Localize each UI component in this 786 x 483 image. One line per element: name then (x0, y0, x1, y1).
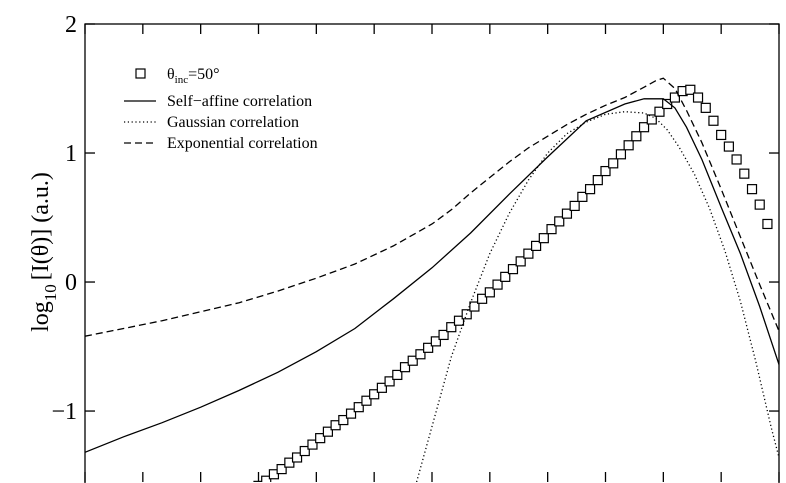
y-tick-label: −1 (51, 399, 77, 425)
data-point-marker (615, 149, 627, 160)
data-point-marker (307, 439, 318, 450)
y-axis-label: log10 [I(θ)] (a.u.) (28, 172, 60, 332)
data-point-marker (438, 329, 449, 341)
data-point-marker (538, 233, 549, 244)
data-point-marker (685, 84, 696, 95)
data-point-marker (700, 102, 711, 113)
data-point-marker (631, 131, 642, 142)
legend-label-data-sub: inc (175, 74, 189, 86)
data-point-marker (569, 200, 580, 212)
data-point-marker (731, 154, 742, 165)
y-tick-label: 0 (65, 270, 77, 296)
legend-marker-data (135, 68, 146, 79)
data-point-marker (507, 264, 519, 275)
data-point-marker (584, 184, 596, 195)
y-tick-label: 1 (65, 141, 77, 167)
data-point-marker (754, 199, 765, 210)
data-point-marker (423, 342, 434, 353)
data-point-marker (276, 463, 287, 475)
data-point-marker (453, 315, 465, 326)
series-exponential-line (85, 77, 779, 337)
data-point-marker (692, 92, 704, 103)
data-point-marker (384, 376, 395, 387)
legend-label-data-prefix: θ (167, 66, 175, 83)
data-point-marker (322, 426, 333, 437)
data-point-marker (739, 168, 750, 179)
data-point-marker (530, 240, 542, 252)
data-point-marker (261, 475, 272, 482)
data-point-marker (361, 395, 372, 406)
data-point-marker (523, 248, 534, 259)
data-point-marker (746, 184, 758, 195)
data-point-marker (284, 457, 295, 468)
data-point-marker (376, 382, 387, 393)
series-self_affine-line (85, 98, 779, 453)
series-group (85, 77, 779, 482)
data-point-marker (446, 322, 457, 333)
data-point-marker (623, 140, 634, 151)
data-point-marker (330, 420, 341, 431)
series-data (253, 84, 773, 482)
data-point-marker (561, 208, 573, 219)
data-point-marker (554, 216, 565, 227)
data-point-marker (654, 106, 665, 117)
data-point-marker (708, 115, 719, 126)
data-point-marker (353, 402, 364, 413)
data-point-marker (299, 445, 310, 457)
legend-label-self-affine: Self−affine correlation (167, 93, 312, 110)
y-axis-label-subscript: 10 (41, 284, 60, 301)
legend-label-exponential: Exponential correlation (167, 135, 318, 152)
data-point-marker (369, 389, 380, 400)
y-axis-label-prefix: log (28, 301, 54, 332)
y-axis-label-body: [I(θ)] (a.u.) (28, 172, 54, 280)
legend-label-gaussian: Gaussian correlation (167, 114, 299, 131)
data-point-marker (592, 175, 603, 186)
data-point-marker (268, 469, 280, 480)
y-tick-label: 2 (65, 12, 77, 38)
legend-label-data: θinc=50° (167, 66, 220, 86)
data-point-marker (315, 433, 326, 444)
data-point-marker (608, 158, 619, 169)
data-point-marker (500, 271, 511, 282)
data-point-marker (669, 92, 681, 103)
data-point-marker (723, 141, 734, 152)
data-point-marker (338, 414, 349, 426)
data-point-marker (399, 362, 411, 373)
data-point-marker (415, 349, 426, 360)
data-point-marker (392, 369, 403, 381)
data-point-marker (492, 279, 503, 290)
y-tick-labels: 2 1 0 −1 (51, 12, 77, 425)
data-point-marker (477, 293, 488, 304)
axis-ticks (84, 23, 780, 482)
data-point-marker (430, 336, 441, 347)
data-point-marker (345, 408, 357, 419)
data-point-marker (515, 256, 526, 267)
series-gaussian-line (415, 111, 779, 482)
legend: θinc=50° Self−affine correlation Gaussia… (124, 66, 318, 152)
data-point-marker (291, 452, 303, 463)
data-point-marker (577, 191, 588, 202)
data-point-marker (600, 165, 611, 177)
data-point-marker (662, 98, 673, 110)
data-point-marker (638, 122, 650, 133)
data-point-marker (546, 224, 557, 235)
data-point-marker (484, 287, 495, 298)
data-point-marker (253, 480, 264, 482)
data-point-marker (762, 218, 773, 230)
legend-label-data-suffix: =50° (188, 66, 219, 83)
data-point-marker (716, 129, 727, 141)
data-point-marker (407, 355, 418, 366)
